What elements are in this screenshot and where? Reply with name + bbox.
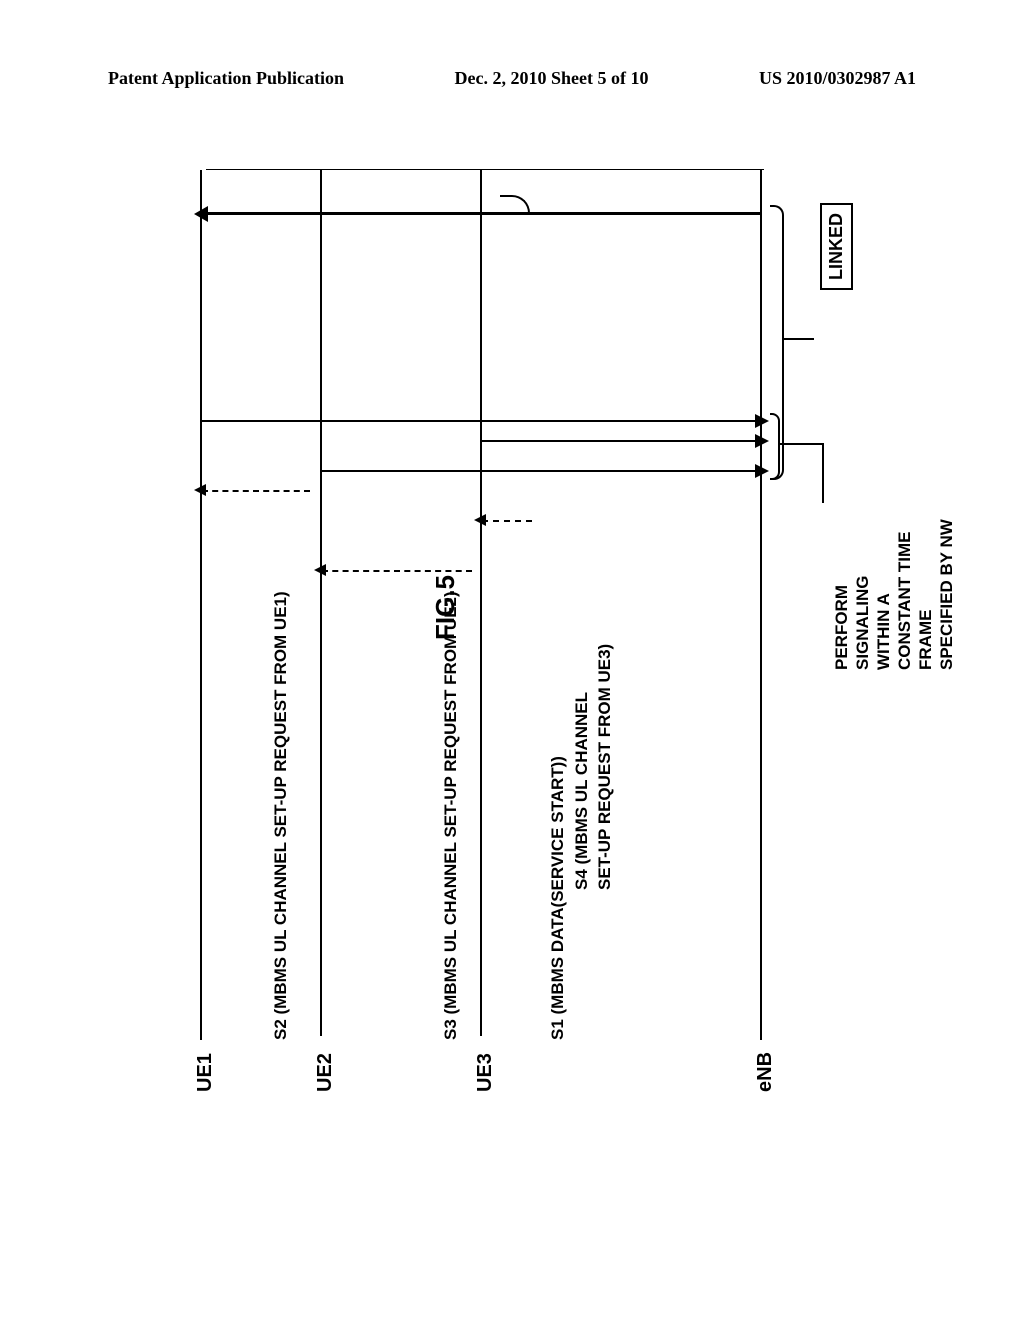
lifeline-ue2-v — [320, 170, 322, 1040]
bracket-note-stem — [780, 443, 824, 445]
msg-s3-dash — [322, 570, 472, 572]
note-line5: FRAME — [916, 610, 936, 670]
label-enb: eNB — [754, 1052, 777, 1092]
header-right: US 2010/0302987 A1 — [759, 68, 916, 89]
msg-s4-label-b: SET-UP REQUEST FROM UE3) — [595, 644, 615, 890]
page-header: Patent Application Publication Dec. 2, 2… — [0, 68, 1024, 89]
msg-s2-arrow — [755, 414, 769, 428]
msg-s3-dash-arrow — [314, 564, 326, 576]
msg-s2-dash — [202, 490, 310, 492]
msg-s2-dash-arrow — [194, 484, 206, 496]
msg-s3-line — [320, 470, 762, 472]
msg-s4-dash — [482, 520, 532, 522]
msg-s4-dash-arrow — [474, 514, 486, 526]
linked-box: LINKED — [820, 203, 853, 290]
msg-s1-label: S1 (MBMS DATA(SERVICE START)) — [548, 756, 568, 1040]
msg-s2-line — [200, 420, 762, 422]
label-ue3: UE3 — [474, 1053, 497, 1092]
msg-s4-label-a: S4 (MBMS UL CHANNEL — [572, 692, 592, 890]
s1-leader — [500, 195, 530, 213]
msg-s3-arrow — [755, 464, 769, 478]
label-ue1: UE1 — [194, 1053, 217, 1092]
note-line2: SIGNALING — [853, 576, 873, 670]
label-ue2: UE2 — [314, 1053, 337, 1092]
lifeline-ue1-v — [200, 170, 202, 1040]
msg-s2-label: S2 (MBMS UL CHANNEL SET-UP REQUEST FROM … — [271, 591, 291, 1040]
diagram-canvas: FIG.5 UE1 UE2 UE3 eNB S1 (MBMS DATA(SERV… — [100, 170, 920, 1140]
msg-s4-line — [480, 440, 762, 442]
lifeline-enb-v — [760, 170, 762, 1040]
lifeline-ue3-v — [480, 170, 482, 1040]
header-center: Dec. 2, 2010 Sheet 5 of 10 — [455, 68, 649, 89]
note-line3: WITHIN A — [874, 593, 894, 670]
bracket-note — [770, 413, 780, 480]
msg-s1-arrow — [194, 206, 208, 222]
header-left: Patent Application Publication — [108, 68, 344, 89]
bracket-note-stem2 — [822, 443, 824, 503]
msg-s4-arrow — [755, 434, 769, 448]
note-line1: PERFORM — [832, 585, 852, 670]
bracket-linked-stem — [784, 338, 814, 340]
msg-s3-label: S3 (MBMS UL CHANNEL SET-UP REQUEST FROM … — [441, 591, 461, 1040]
note-line4: CONSTANT TIME — [895, 531, 915, 670]
note-line6: SPECIFIED BY NW — [937, 519, 957, 670]
msg-s1-line — [200, 212, 762, 215]
